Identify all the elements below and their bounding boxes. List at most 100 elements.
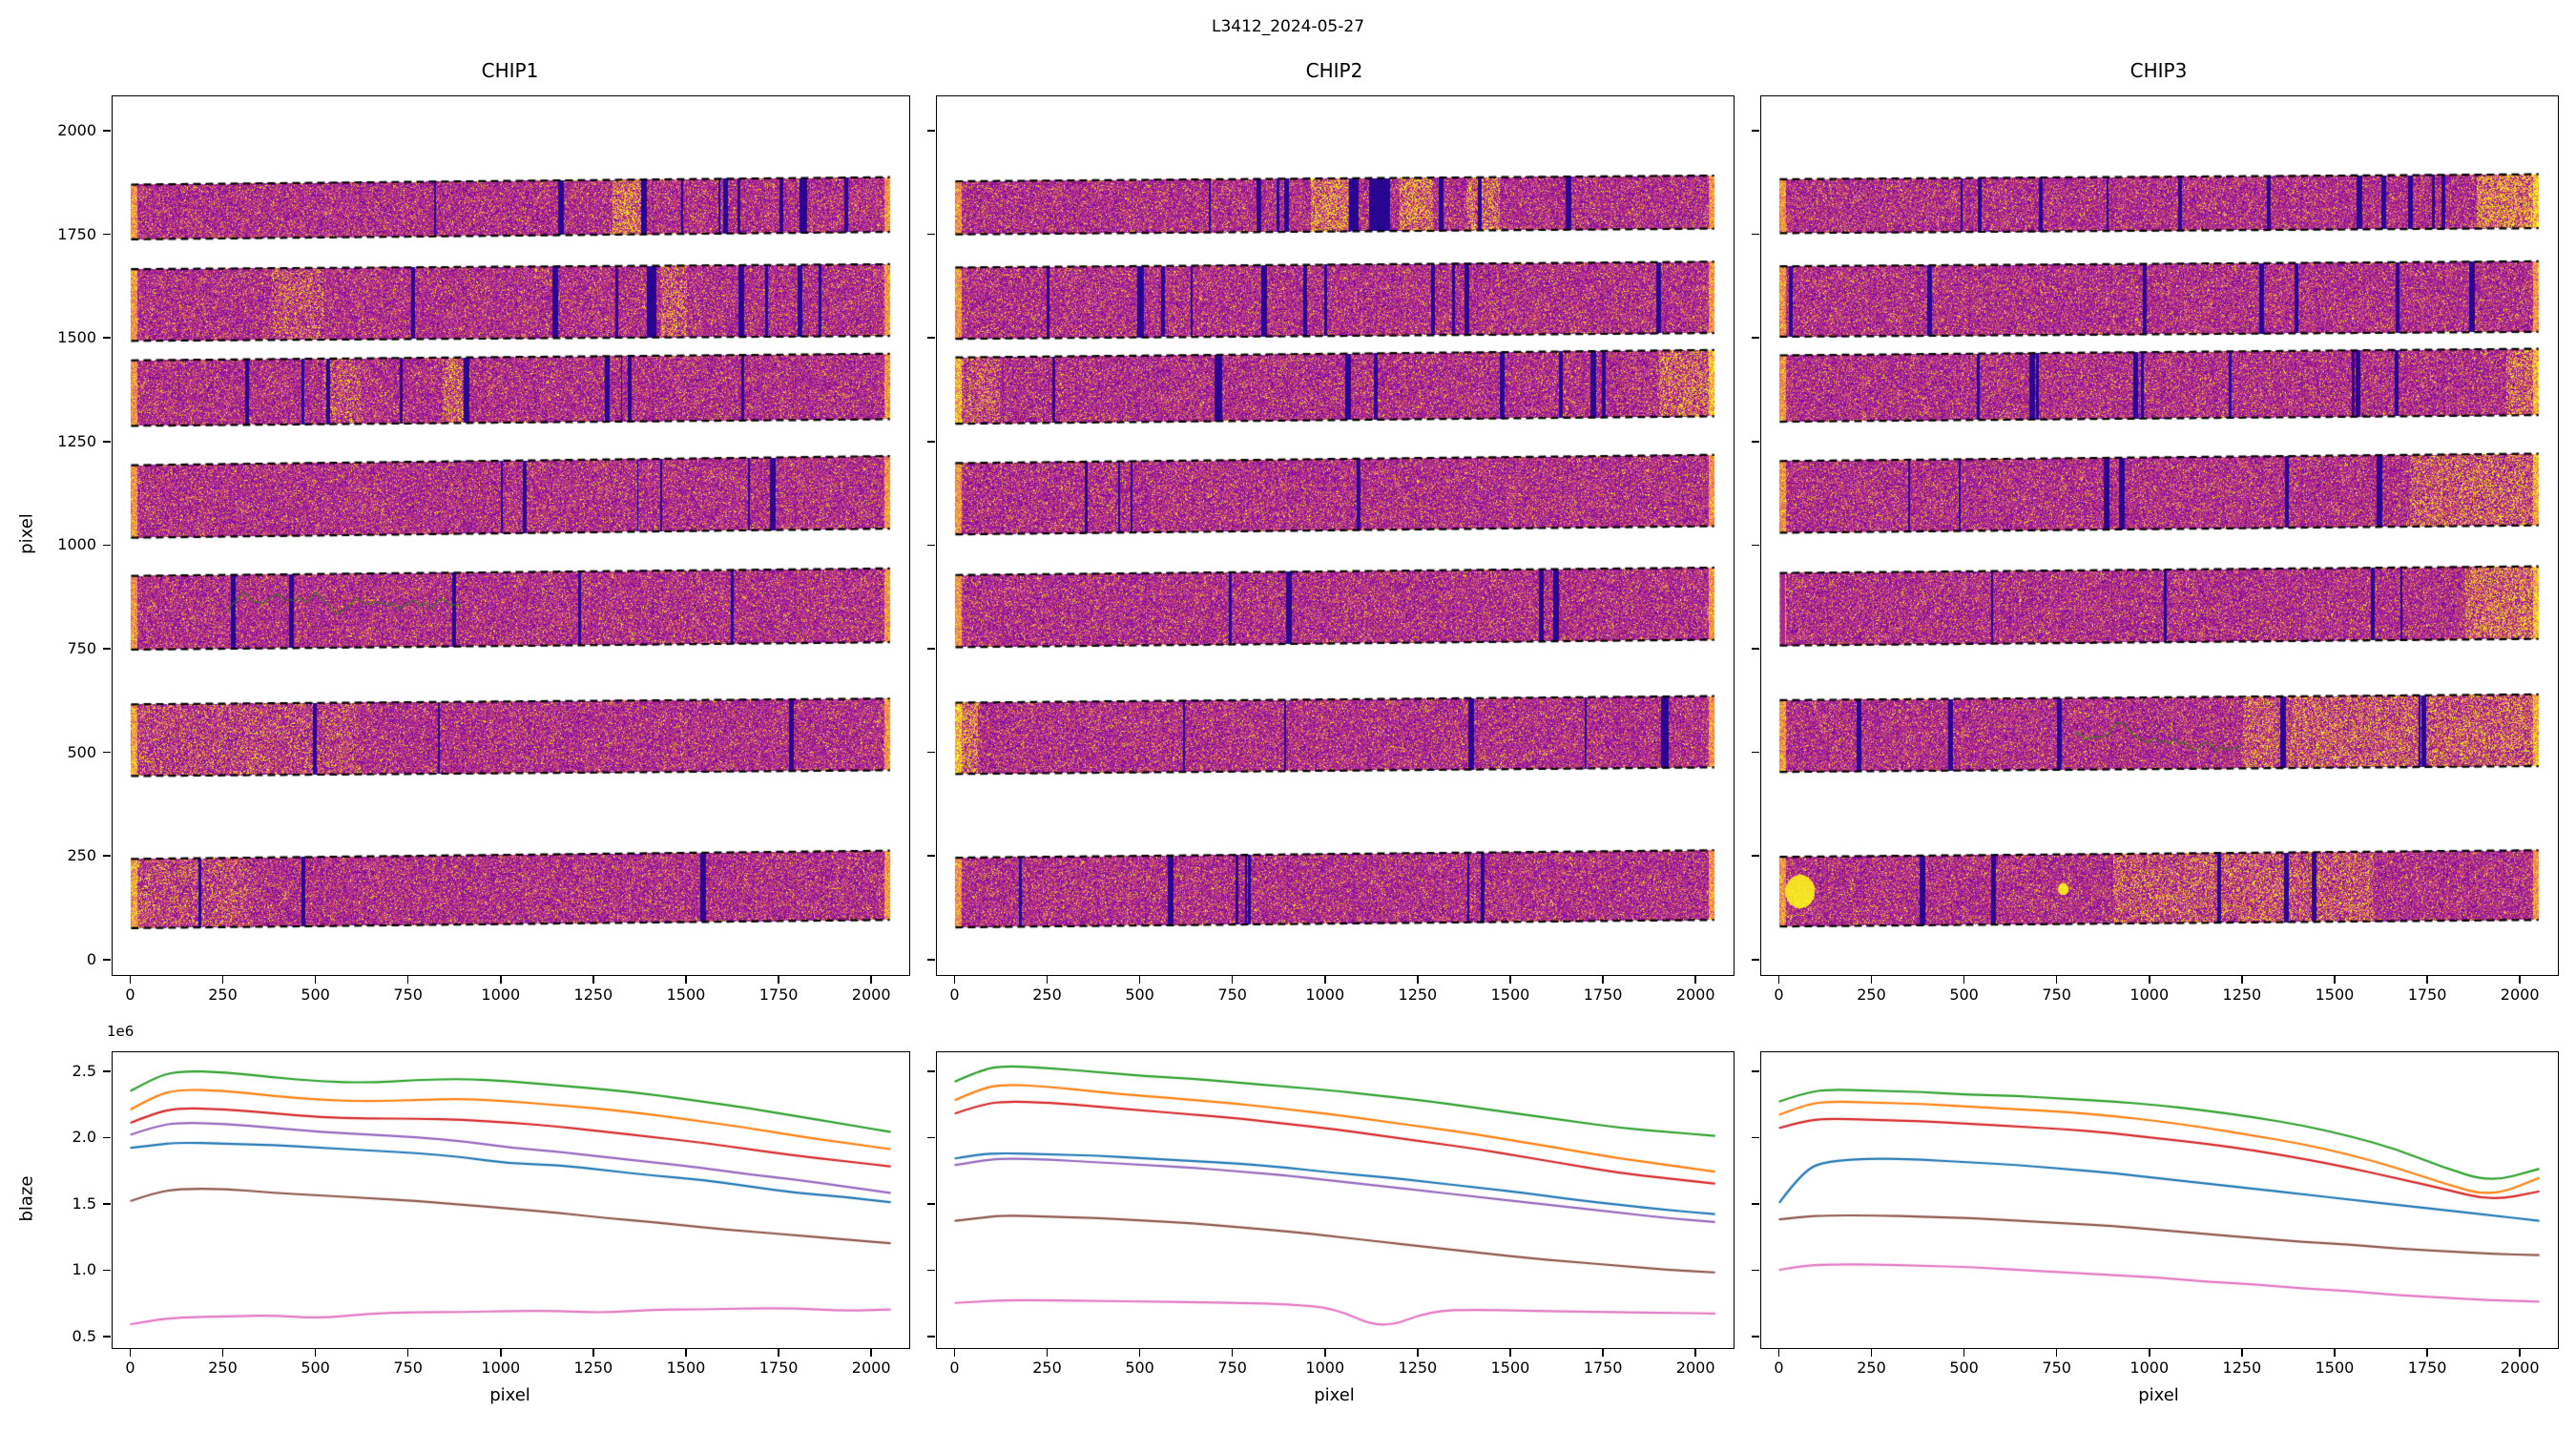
tick-mark bbox=[685, 975, 687, 984]
tick-label: 750 bbox=[1217, 1358, 1247, 1377]
tick-mark bbox=[1138, 1348, 1141, 1357]
tick-mark bbox=[102, 751, 111, 754]
tick-label: 0 bbox=[949, 1358, 960, 1377]
tick-label: 1500 bbox=[666, 1358, 706, 1377]
tick-label: 2000 bbox=[2500, 1358, 2540, 1377]
tick-mark bbox=[1231, 1348, 1234, 1357]
tick-mark bbox=[1694, 1348, 1696, 1357]
tick-label: 1750 bbox=[2407, 1358, 2447, 1377]
tick-mark bbox=[102, 1203, 111, 1205]
tick-mark bbox=[102, 544, 111, 547]
tick-mark bbox=[1509, 975, 1511, 984]
tick-mark bbox=[221, 975, 224, 984]
tick-label: 1750 bbox=[758, 985, 799, 1004]
tick-label: 750 bbox=[67, 638, 96, 657]
tick-mark bbox=[1417, 1348, 1419, 1357]
tick-mark bbox=[129, 1348, 132, 1357]
chip2-bottom-xlabel: pixel bbox=[1314, 1385, 1355, 1405]
tick-label: 1250 bbox=[573, 1358, 613, 1377]
tick-label: 1750 bbox=[57, 224, 96, 243]
tick-mark bbox=[592, 975, 594, 984]
tick-label: 250 bbox=[1857, 1358, 1886, 1377]
chip3-title: CHIP3 bbox=[2129, 59, 2188, 82]
tick-mark bbox=[2334, 1348, 2336, 1357]
tick-label: 1000 bbox=[1305, 985, 1345, 1004]
tick-mark bbox=[926, 544, 935, 547]
tick-mark bbox=[1602, 1348, 1604, 1357]
tick-mark bbox=[1777, 975, 1780, 984]
tick-label: 250 bbox=[208, 985, 238, 1004]
tick-mark bbox=[2241, 1348, 2243, 1357]
tick-mark bbox=[500, 1348, 502, 1357]
tick-label: 1500 bbox=[2315, 1358, 2355, 1377]
figure-suptitle: L3412_2024-05-27 bbox=[1211, 17, 1365, 36]
tick-mark bbox=[102, 233, 111, 236]
tick-mark bbox=[778, 1348, 779, 1357]
tick-mark bbox=[1138, 975, 1141, 984]
tick-label: 1500 bbox=[1490, 985, 1530, 1004]
tick-mark bbox=[1751, 959, 1759, 961]
top-ylabel: pixel bbox=[16, 513, 37, 554]
tick-mark bbox=[2241, 975, 2243, 984]
tick-mark bbox=[1046, 975, 1049, 984]
chip2-title: CHIP2 bbox=[1305, 59, 1363, 82]
tick-mark bbox=[1963, 1348, 1965, 1357]
chip1-title: CHIP1 bbox=[481, 59, 539, 82]
tick-mark bbox=[926, 648, 935, 650]
tick-mark bbox=[102, 648, 111, 650]
tick-mark bbox=[1046, 1348, 1049, 1357]
tick-label: 500 bbox=[1949, 985, 1979, 1004]
tick-label: 1000 bbox=[481, 1358, 521, 1377]
tick-label: 250 bbox=[1032, 1358, 1062, 1377]
tick-label: 0 bbox=[125, 1358, 135, 1377]
tick-mark bbox=[1751, 1203, 1759, 1205]
tick-label: 2.5 bbox=[72, 1061, 96, 1080]
tick-label: 500 bbox=[67, 742, 96, 761]
tick-mark bbox=[2334, 975, 2336, 984]
tick-label: 2000 bbox=[851, 1358, 891, 1377]
tick-label: 1500 bbox=[57, 328, 96, 347]
tick-mark bbox=[1751, 130, 1759, 132]
tick-mark bbox=[778, 975, 779, 984]
tick-mark bbox=[1751, 233, 1759, 236]
tick-mark bbox=[2149, 975, 2150, 984]
tick-label: 1000 bbox=[57, 535, 96, 554]
tick-label: 750 bbox=[2042, 985, 2071, 1004]
tick-label: 1000 bbox=[2129, 985, 2170, 1004]
tick-mark bbox=[1751, 337, 1759, 339]
tick-label: 1000 bbox=[1305, 1358, 1345, 1377]
chip3-bottom-xlabel: pixel bbox=[2138, 1385, 2179, 1405]
tick-mark bbox=[406, 975, 409, 984]
tick-mark bbox=[1751, 1269, 1759, 1272]
tick-mark bbox=[102, 337, 111, 339]
tick-mark bbox=[1870, 1348, 1873, 1357]
tick-label: 750 bbox=[393, 1358, 423, 1377]
bottom-ylabel: blaze bbox=[16, 1175, 37, 1222]
tick-label: 0 bbox=[949, 985, 960, 1004]
tick-label: 1750 bbox=[2407, 985, 2447, 1004]
tick-mark bbox=[926, 751, 935, 754]
tick-mark bbox=[1751, 648, 1759, 650]
tick-mark bbox=[953, 975, 956, 984]
tick-label: 2000 bbox=[851, 985, 891, 1004]
tick-mark bbox=[102, 130, 111, 132]
tick-label: 0 bbox=[86, 949, 96, 968]
tick-label: 1.5 bbox=[72, 1193, 96, 1213]
tick-label: 250 bbox=[208, 1358, 238, 1377]
tick-label: 1000 bbox=[2129, 1358, 2170, 1377]
tick-mark bbox=[1751, 441, 1759, 443]
tick-mark bbox=[1324, 975, 1326, 984]
tick-label: 2000 bbox=[1675, 985, 1715, 1004]
tick-label: 1.0 bbox=[72, 1260, 96, 1279]
chip1-blaze-chart-canvas bbox=[112, 1051, 910, 1349]
tick-label: 1750 bbox=[758, 1358, 799, 1377]
tick-mark bbox=[314, 1348, 317, 1357]
tick-mark bbox=[685, 1348, 687, 1357]
tick-mark bbox=[926, 1203, 935, 1205]
chip1-orders-heatmap-canvas bbox=[112, 95, 910, 976]
tick-mark bbox=[1751, 1336, 1759, 1338]
tick-mark bbox=[926, 1269, 935, 1272]
tick-mark bbox=[1324, 1348, 1326, 1357]
tick-label: 500 bbox=[1125, 1358, 1154, 1377]
